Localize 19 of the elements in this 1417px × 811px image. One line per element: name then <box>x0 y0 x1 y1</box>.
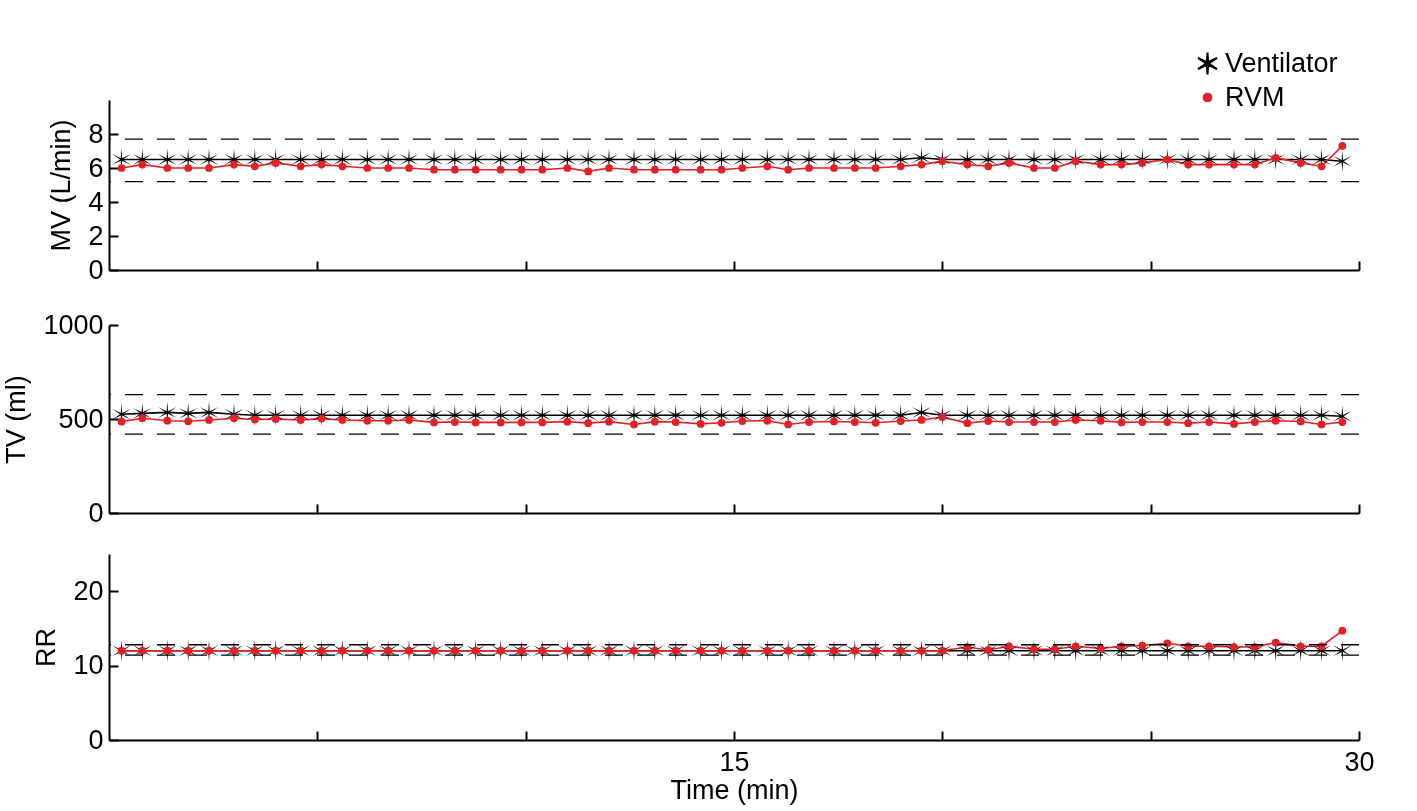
y-tick-label: 500 <box>58 403 104 434</box>
y-tick-label: 0 <box>88 724 104 755</box>
y-tick-label: 20 <box>73 575 104 606</box>
y-tick-label: 0 <box>88 254 104 285</box>
y-tick-label: 2 <box>88 220 104 251</box>
y-tick-label: 4 <box>88 186 104 217</box>
x-tick-label: 15 <box>719 746 750 777</box>
legend-label: Ventilator <box>1225 47 1338 78</box>
y-tick-label: 0 <box>88 497 104 528</box>
x-axis-title: Time (min) <box>670 774 799 805</box>
y-axis-title: MV (L/min) <box>46 119 77 252</box>
y-tick-label: 10 <box>73 650 104 681</box>
y-tick-label: 6 <box>88 152 104 183</box>
y-tick-label: 8 <box>88 118 104 149</box>
x-tick-label: 30 <box>1344 746 1375 777</box>
y-axis-title: TV (ml) <box>1 375 32 464</box>
y-axis-title: RR <box>31 628 62 667</box>
legend-label: RVM <box>1225 81 1285 112</box>
y-tick-label: 1000 <box>43 309 104 340</box>
